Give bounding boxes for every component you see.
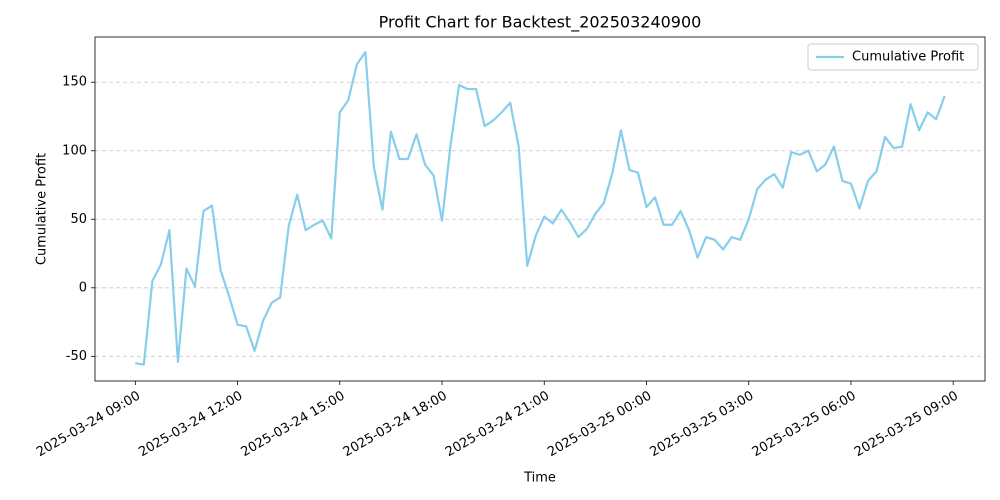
legend-label: Cumulative Profit	[852, 50, 964, 65]
y-tick-label: -50	[66, 349, 87, 364]
y-tick-label: 50	[70, 212, 87, 227]
y-tick-label: 0	[79, 280, 87, 295]
y-tick-label: 100	[62, 143, 87, 158]
y-tick-label: 150	[62, 75, 87, 90]
data-line	[135, 50, 946, 366]
legend-box	[807, 43, 979, 71]
chart-title: Profit Chart for Backtest_202503240900	[379, 13, 702, 33]
plot-frame	[94, 36, 986, 382]
x-axis-label: Time	[523, 471, 556, 486]
y-axis-label: Cumulative Profit	[35, 153, 50, 265]
